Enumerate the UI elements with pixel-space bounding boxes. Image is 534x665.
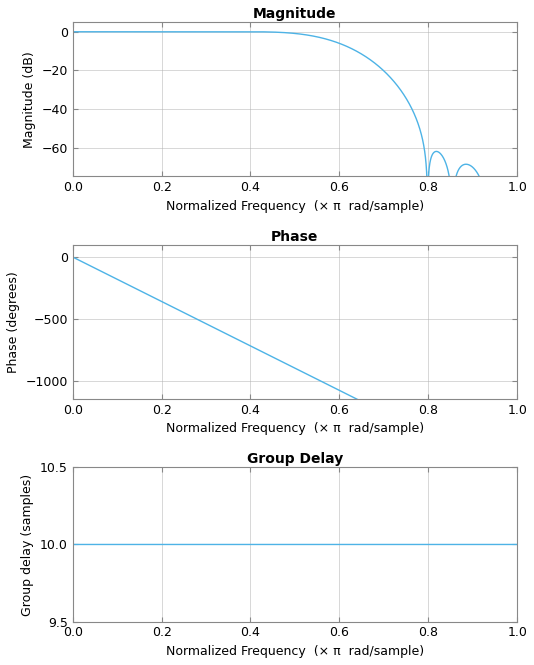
X-axis label: Normalized Frequency  (× π  rad/sample): Normalized Frequency (× π rad/sample) [166, 645, 424, 658]
Y-axis label: Phase (degrees): Phase (degrees) [7, 271, 20, 373]
Y-axis label: Magnitude (dB): Magnitude (dB) [23, 51, 36, 148]
X-axis label: Normalized Frequency  (× π  rad/sample): Normalized Frequency (× π rad/sample) [166, 200, 424, 213]
Title: Group Delay: Group Delay [247, 452, 343, 466]
Title: Magnitude: Magnitude [253, 7, 336, 21]
Y-axis label: Group delay (samples): Group delay (samples) [21, 473, 35, 616]
X-axis label: Normalized Frequency  (× π  rad/sample): Normalized Frequency (× π rad/sample) [166, 422, 424, 436]
Title: Phase: Phase [271, 229, 319, 243]
